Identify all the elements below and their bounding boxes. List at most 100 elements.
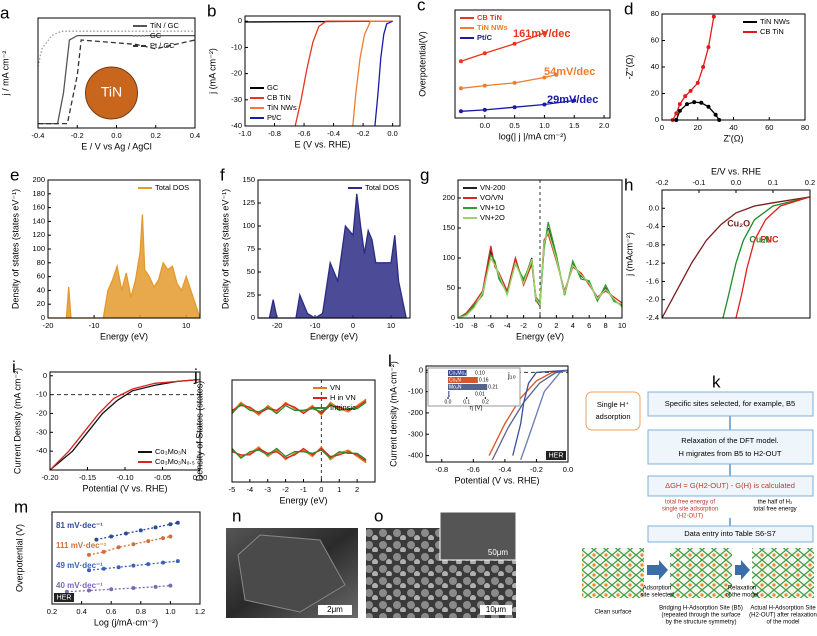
y-tick-label: 0 [41,313,45,322]
marker [153,525,158,530]
plot-frame [257,179,411,319]
line [374,20,393,127]
annotation: 81 mV·dec⁻¹ [56,521,103,530]
series-label: Cu₂O [727,219,750,229]
marker [87,588,91,593]
legend-label: TiN NWs [760,17,790,26]
x-tick-label: -0.2 [357,129,370,138]
scale-label: 2μm [327,605,343,614]
legend-label: VN-200 [480,183,505,192]
x-tick-label: 1.0 [539,121,549,130]
x-tick-label: 1.2 [195,607,205,616]
y-tick-label: 100 [32,244,45,253]
x-tick-label: -4 [247,485,254,494]
bar [448,384,488,390]
scale-label: 10μm [486,605,507,614]
y-tick-label: 150 [242,175,255,184]
diagram-k: k Single H⁺ adsorption Specific sites se… [582,372,817,626]
x-axis-label: Energy (eV) [516,331,564,341]
marker [168,534,173,539]
step-box [647,475,814,497]
panel-label: j [193,365,198,384]
x-tick-label: 10 [387,321,395,330]
note-text: total free energy [753,507,796,513]
x-tick-label: 0 [138,321,142,330]
bar-category: Mo₂N [449,384,462,390]
plot-frame [231,379,376,483]
x-tick-label: -0.4 [32,131,45,140]
y-tick-label: 100 [442,253,455,262]
legend-label: Total DOS [365,183,399,192]
y-tick-label: -40 [231,121,242,130]
caption: Actual H-Adsorption Site [750,606,816,612]
panel-label: g [420,165,429,184]
marker [175,559,180,564]
y-tick-label: -2.0 [646,295,659,304]
x-tick-label: 60 [765,123,773,132]
marker [706,45,711,50]
x-tick-label: -0.4 [498,465,511,474]
x-tick-label: 0.0 [480,121,490,130]
x-tick-label: 0.6 [106,607,116,616]
line [722,196,811,319]
marker [683,94,688,99]
note-text: the half of H₂ [758,500,793,506]
plot-frame [49,371,201,471]
x-tick-label: 1 [337,485,341,494]
marker [87,568,91,573]
legend-label: VN [330,383,340,392]
bar-value: 0.01 [475,391,485,397]
tag-label: HER [57,594,72,601]
marker [572,98,577,103]
y-tick-label: 0 [419,365,423,374]
marker [116,565,121,570]
marker [695,80,700,85]
x-axis-label: Energy (eV) [279,495,327,505]
marker [161,560,165,565]
marker [692,100,697,105]
x-tick-label: 10 [618,321,626,330]
marker [94,537,99,542]
x-tick-label: -10 [89,321,100,330]
x-tick-label: 0.0 [387,129,397,138]
y-tick-label: 0 [655,115,659,124]
panel-label: l [388,351,392,370]
x-axis-label: E/V vs. RHE [711,166,761,176]
caption: of the model [725,593,758,599]
y-tick-label: -10 [36,390,47,399]
marker [542,75,547,80]
y-tick-label: -40 [36,446,47,455]
plot-frame [454,9,611,119]
marker [153,584,158,589]
line [294,20,393,127]
legend-label: CB TiN [267,93,291,102]
y-tick-label: -20 [231,69,242,78]
line [460,74,557,89]
x-axis-label: Potential (V vs. RHE) [82,483,167,493]
x-tick-label: -0.8 [435,465,448,474]
step-text: Specific sites selected, for example, B5 [665,399,795,408]
y-tick-label: 80 [651,9,659,18]
line [460,32,545,62]
scale-bar [480,605,512,615]
x-tick-label: -0.2 [656,178,669,187]
bar [448,370,467,376]
y-axis-label: j (mA cm⁻²) [207,48,217,95]
panel-label: a [0,3,10,22]
legend-label: H in VN [330,393,356,402]
y-axis-label: Overpotential (V) [14,524,24,592]
legend-label: TiN / GC [150,21,179,30]
y-tick-label: 0 [43,371,47,380]
x-tick-label: -0.1 [693,178,706,187]
x-tick-label: 4 [571,321,575,330]
x-tick-label: 20 [694,123,702,132]
x-tick-label: -3 [264,485,271,494]
y-tick-label: -10 [231,42,242,51]
x-axis-label: E / V vs Ag / AgCl [81,141,152,151]
line [520,369,569,461]
marker [542,30,547,35]
x-tick-label: -0.2 [71,131,84,140]
x-tick-label: 40 [729,123,737,132]
marker [512,41,517,46]
plot-frame [37,17,196,129]
